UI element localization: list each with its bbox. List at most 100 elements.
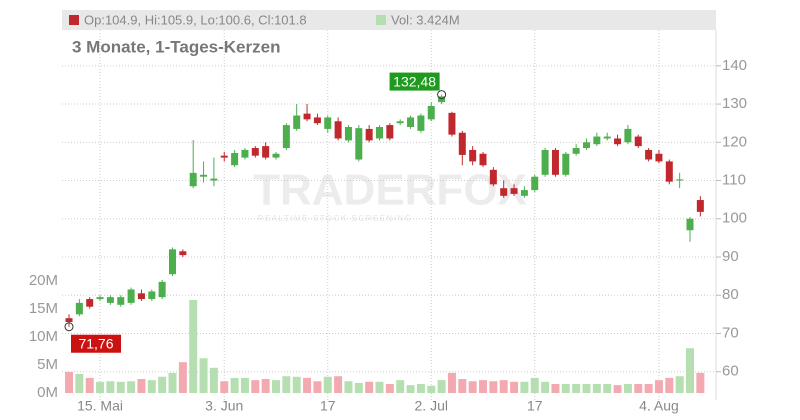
x-tick-label: 17 bbox=[527, 398, 543, 414]
y-tick-label: 60 bbox=[722, 363, 739, 380]
candle-body bbox=[634, 136, 642, 147]
volume-bar bbox=[592, 384, 601, 394]
candle-body bbox=[645, 149, 653, 160]
x-tick-label: 4. Aug bbox=[639, 398, 679, 414]
subtitle: 3 Monate, 1-Tages-Kerzen bbox=[72, 37, 280, 56]
volume-bar bbox=[313, 381, 322, 394]
y-tick-label: 80 bbox=[722, 286, 739, 303]
volume-bar bbox=[520, 381, 529, 394]
x-tick-label: 15. Mai bbox=[77, 398, 123, 414]
candle-body bbox=[200, 174, 208, 177]
volume-bar bbox=[665, 377, 674, 394]
candle-body bbox=[614, 138, 622, 145]
candle-body bbox=[148, 291, 156, 300]
y-tick-label: 70 bbox=[722, 324, 739, 341]
volume-bar bbox=[282, 376, 291, 394]
watermark: TRADERFOX bbox=[253, 166, 527, 215]
volume-bar bbox=[427, 385, 436, 394]
volume-bar bbox=[675, 376, 684, 394]
volume-bar bbox=[158, 376, 167, 394]
volume-bar bbox=[696, 372, 705, 394]
volume-bar bbox=[510, 381, 519, 394]
candle-body bbox=[427, 105, 435, 120]
volume-bar bbox=[178, 362, 187, 394]
volume-bar bbox=[251, 380, 260, 394]
candle-body bbox=[376, 127, 383, 139]
volume-bar bbox=[603, 384, 612, 394]
volume-bar bbox=[613, 385, 622, 394]
volume-bar bbox=[541, 381, 550, 394]
volume-bar bbox=[344, 381, 353, 394]
candle-body bbox=[479, 153, 487, 166]
volume-bar bbox=[468, 381, 477, 394]
volume-bar bbox=[272, 380, 280, 394]
candle-body bbox=[220, 155, 228, 158]
volume-bar bbox=[240, 377, 249, 394]
candle-body bbox=[572, 148, 580, 154]
candle-body bbox=[655, 153, 663, 162]
y-tick-label: 140 bbox=[722, 57, 747, 74]
candle-body bbox=[489, 169, 497, 185]
candle-body bbox=[179, 251, 187, 256]
volume-bar bbox=[292, 376, 301, 394]
volume-bar bbox=[230, 377, 239, 394]
candle-body bbox=[334, 121, 342, 139]
candle-body bbox=[189, 172, 197, 187]
candle-body bbox=[137, 293, 145, 300]
volume-bar bbox=[334, 376, 343, 394]
candle-body bbox=[262, 146, 270, 158]
annotation-box bbox=[71, 334, 121, 353]
candle-body bbox=[96, 297, 104, 300]
candle-body bbox=[417, 115, 425, 131]
candle-body bbox=[282, 125, 290, 149]
candle-body bbox=[593, 136, 601, 145]
volume-bar bbox=[127, 381, 136, 394]
volume-bar bbox=[437, 380, 446, 394]
candle-body bbox=[624, 128, 632, 143]
volume-bar bbox=[365, 381, 374, 394]
volume-bar bbox=[489, 381, 498, 394]
volume-bar bbox=[499, 380, 508, 394]
volume-bar bbox=[644, 384, 653, 394]
volume-bar bbox=[75, 373, 84, 394]
watermark-subtitle: REALTIME STOCK SCREENING bbox=[258, 214, 413, 223]
volume-bar bbox=[458, 379, 467, 394]
volume-bar bbox=[65, 372, 73, 394]
candle-body bbox=[407, 117, 415, 127]
candle-body bbox=[344, 127, 352, 141]
candle-body bbox=[551, 149, 559, 175]
volume-bar bbox=[396, 380, 405, 394]
volume-bar bbox=[85, 377, 94, 394]
extreme-marker bbox=[64, 322, 74, 332]
volume-bar bbox=[209, 367, 218, 394]
candle-body bbox=[541, 149, 549, 175]
volume-bar bbox=[551, 384, 560, 394]
volume-bar bbox=[116, 381, 125, 394]
candle-body bbox=[686, 218, 694, 231]
volume-bar bbox=[479, 380, 487, 394]
candle-body bbox=[65, 318, 73, 322]
candle-body bbox=[531, 176, 539, 191]
header-swatch bbox=[69, 15, 79, 25]
candle-body bbox=[365, 128, 373, 141]
header-ohlc: Op:104.9, Hi:105.9, Lo:100.6, Cl:101.8 bbox=[84, 12, 307, 27]
candle-body bbox=[665, 161, 673, 182]
volume-bar bbox=[385, 384, 394, 394]
volume-bar bbox=[137, 379, 146, 394]
header-volume: Vol: 3.424M bbox=[391, 12, 460, 27]
volume-bar bbox=[530, 377, 539, 394]
volume-bar bbox=[375, 381, 384, 394]
candle-body bbox=[86, 299, 94, 307]
volume-bar bbox=[572, 384, 581, 394]
annotation-label: 132,48 bbox=[393, 73, 436, 89]
volume-bar bbox=[406, 385, 415, 394]
volume-bar bbox=[654, 380, 663, 394]
extreme-marker bbox=[437, 90, 447, 100]
candle-body bbox=[272, 153, 280, 158]
candle-body bbox=[500, 188, 508, 196]
volume-bar bbox=[303, 377, 312, 394]
volume-bar bbox=[561, 384, 570, 394]
candle-body bbox=[313, 117, 321, 124]
